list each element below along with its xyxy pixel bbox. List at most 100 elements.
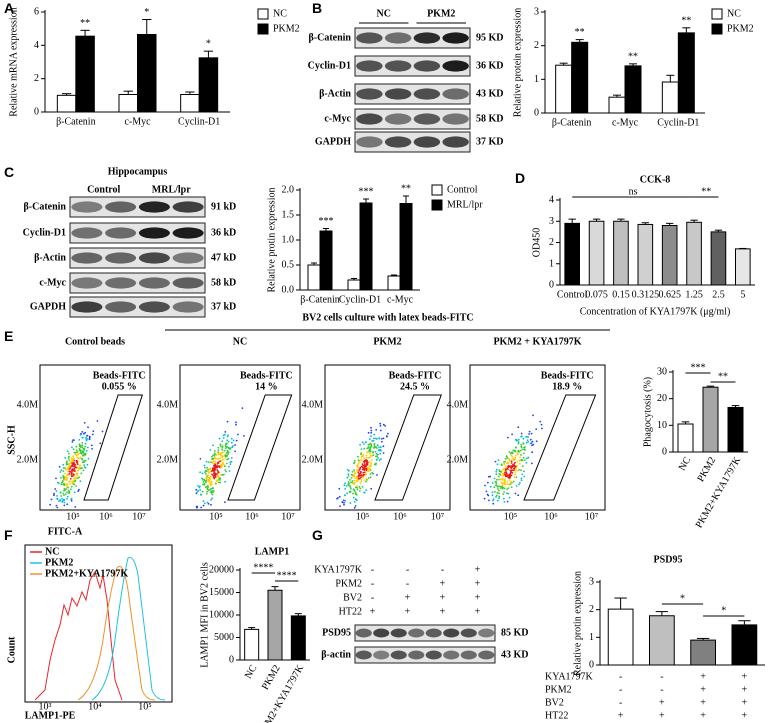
flow-dot xyxy=(520,477,523,480)
flow-dot xyxy=(203,464,206,467)
flow-dot xyxy=(376,438,378,440)
flow-dot xyxy=(498,492,500,495)
flow-dot xyxy=(56,495,58,497)
flow-dot xyxy=(510,467,513,470)
gate xyxy=(374,394,442,501)
flow-dot xyxy=(362,473,365,476)
flow-dot xyxy=(215,457,218,460)
flow-dot xyxy=(58,500,60,502)
condition-label: PKM2 xyxy=(545,685,572,696)
flow-dot xyxy=(357,471,360,474)
flow-dot xyxy=(83,449,86,451)
flow-dot xyxy=(217,481,220,484)
flow-dot xyxy=(211,457,214,460)
flow-dot xyxy=(519,456,521,459)
flow-dot xyxy=(497,459,500,462)
blot-strip xyxy=(354,27,471,49)
flow-dot xyxy=(379,429,382,432)
flow-dot xyxy=(235,439,238,442)
flow-dot xyxy=(209,449,212,451)
flow-dot xyxy=(514,438,517,441)
flow-dot xyxy=(73,467,76,470)
flow-dot xyxy=(75,449,78,451)
flow-dot xyxy=(354,477,356,479)
y-axis-label: LAMP1 MFI in BV2 cells xyxy=(200,562,211,668)
flow-dot xyxy=(370,463,372,466)
error-bar xyxy=(80,29,90,37)
flow-dot xyxy=(373,444,376,446)
flow-dot xyxy=(517,442,520,445)
flow-dot xyxy=(78,488,80,491)
flow-dot xyxy=(230,437,233,440)
blot-row-label: Cyclin-D1 xyxy=(23,228,66,239)
flow-dot xyxy=(226,439,229,442)
flow-dot xyxy=(360,478,363,481)
flow-dot xyxy=(351,474,354,476)
flow-dot xyxy=(50,498,53,501)
flow-dot xyxy=(71,460,74,463)
y-axis-label: Relative protein expression xyxy=(513,8,524,117)
flow-dot xyxy=(222,434,225,437)
blot-band xyxy=(390,650,407,660)
flow-dot xyxy=(203,479,206,482)
flow-dot xyxy=(360,472,362,474)
flow-dot xyxy=(514,450,517,453)
bar xyxy=(727,406,744,453)
blot-band xyxy=(373,628,390,638)
y-axis-label: Relative protin expression xyxy=(573,571,584,676)
error-bar xyxy=(614,597,627,610)
significance: * xyxy=(144,7,149,18)
bar xyxy=(290,615,306,661)
flow-dot xyxy=(210,503,212,506)
flow-dot xyxy=(525,457,528,460)
flow-dot xyxy=(216,466,219,468)
blot-band xyxy=(384,32,412,44)
flow-dot xyxy=(212,444,215,447)
flow-dot xyxy=(217,449,220,451)
flow-dot xyxy=(60,469,63,472)
flow-dot xyxy=(232,439,235,442)
condition-mark: + xyxy=(475,607,481,618)
gate xyxy=(523,394,597,501)
flow-dot xyxy=(224,433,226,436)
x-tick-label: 0.3125 xyxy=(632,290,660,301)
bar xyxy=(387,275,401,291)
flow-dot xyxy=(78,476,81,479)
flow-dot xyxy=(511,469,514,472)
y-tick-label: 10 xyxy=(657,420,667,431)
gate-percent: 0.055 % xyxy=(102,382,137,393)
bar xyxy=(613,220,629,286)
y-tick-label: 2.0M xyxy=(302,455,324,466)
flow-dot xyxy=(539,420,542,423)
condition-label: PKM2 xyxy=(335,579,362,590)
flow-dot xyxy=(507,466,510,468)
flow-dot xyxy=(81,454,84,457)
flow-dot xyxy=(80,449,82,452)
flow-dot xyxy=(492,502,495,505)
flow-dot xyxy=(76,474,79,476)
flow-dot xyxy=(520,479,523,482)
condition-mark: - xyxy=(619,698,622,709)
bar xyxy=(359,202,373,291)
flow-dot xyxy=(213,462,216,464)
flow-dot xyxy=(488,499,490,502)
flow-dot xyxy=(67,470,69,473)
flow-dot xyxy=(221,440,224,443)
flow-dot xyxy=(503,473,506,476)
error-bar xyxy=(363,198,369,203)
plot-frame xyxy=(179,364,301,511)
flow-dot xyxy=(362,471,365,474)
flow-dot xyxy=(78,449,81,452)
flow-dot xyxy=(348,470,350,472)
flow-dot xyxy=(68,455,70,458)
flow-dot xyxy=(360,465,363,468)
x-tick-label: PKM2+KYA1797K xyxy=(694,455,744,531)
x-tick-label: β-Catenin xyxy=(552,118,592,129)
flow-dot xyxy=(511,433,513,436)
flow-dot xyxy=(522,442,525,444)
flow-dot xyxy=(520,449,522,452)
flow-dot xyxy=(497,488,499,490)
blot-band xyxy=(442,32,469,44)
blot-strip xyxy=(354,108,471,130)
y-tick-label: 3 xyxy=(589,577,594,588)
